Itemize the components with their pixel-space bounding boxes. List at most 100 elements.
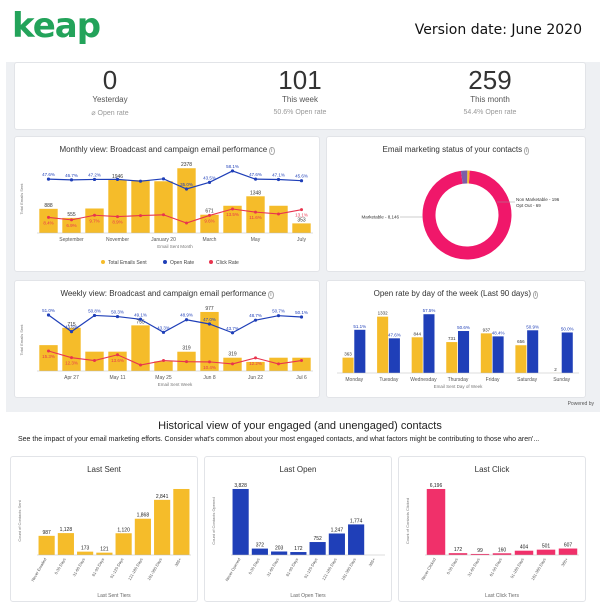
bar-value-label: 50.6% xyxy=(457,325,470,330)
bar-value-label: 6,196 xyxy=(430,483,443,489)
click-rate-label: 8.9% xyxy=(112,220,122,225)
open-rate-point xyxy=(230,331,235,335)
legend-marker xyxy=(101,260,105,264)
bar-value-label: 50.9% xyxy=(526,324,539,329)
open-rate-point xyxy=(92,313,97,318)
x-tick-label: May 11 xyxy=(109,375,125,381)
last-open-card: Last Open Count of Contacts Opened 3,828 N… xyxy=(204,456,392,602)
bar-value-label: 1,120 xyxy=(117,527,130,533)
click-rate-label: 9.7% xyxy=(89,218,99,223)
weekly-view-title: Weekly view: Broadcast and campaign emai… xyxy=(15,289,319,299)
bar-value-label: 1332 xyxy=(378,311,389,316)
bar-emails-sent xyxy=(108,180,127,233)
bar-value-label: 937 xyxy=(483,327,491,332)
x-tick-label: November xyxy=(106,237,129,243)
open-rate-label: 43.3% xyxy=(157,325,170,330)
open-rate-point xyxy=(299,315,304,319)
open-rate-point xyxy=(161,177,166,181)
bar-value-label: 1,128 xyxy=(60,527,73,533)
bar-value-label: 656 xyxy=(517,339,525,344)
last-open-title: Last Open xyxy=(279,465,317,474)
y-axis-label: Count of Contacts Clicked xyxy=(405,498,410,544)
bar-emails-sent xyxy=(246,196,265,233)
last-click-chart: Count of Contacts Clicked 6,196 Never Clic… xyxy=(405,483,579,599)
bar xyxy=(134,518,151,555)
kpi-label: Yesterday xyxy=(92,95,128,104)
click-rate-point xyxy=(254,356,257,360)
info-icon[interactable]: i xyxy=(533,291,539,299)
x-tick-label: 0-30 Days xyxy=(53,557,66,575)
open-rate-label: 58.1% xyxy=(226,164,239,169)
bar-value-label: 51.1% xyxy=(353,324,366,329)
open-rate-day-chart: 363 51.1% Monday 1332 47.6% Tuesday 844 57.5% We… xyxy=(337,308,579,389)
y-axis-label: Total Emails Sent xyxy=(19,324,24,356)
legend-label: Click Rate xyxy=(216,260,239,266)
x-tick-label: Wednesday xyxy=(410,377,437,383)
marketing-status-card: Email marketing status of your contacts i… xyxy=(326,136,586,272)
x-tick-label: Jun 8 xyxy=(203,375,215,381)
x-tick-label: Never Opened xyxy=(224,557,241,582)
bar-value-label: 731 xyxy=(448,336,456,341)
bar xyxy=(232,488,249,555)
x-tick-label: Sunday xyxy=(553,377,570,383)
open-rate-point xyxy=(69,330,74,334)
bar-value-label: 404 xyxy=(520,545,529,551)
bar-emails-sent xyxy=(446,342,458,373)
bar-emails-sent xyxy=(223,205,242,233)
click-rate-point xyxy=(70,218,73,222)
version-date: Version date: June 2020 xyxy=(414,22,582,38)
monthly-view-card: Monthly view: Broadcast and campaign ema… xyxy=(14,136,320,272)
bar-value-label: 319 xyxy=(228,352,237,358)
bar-value-label: 48.4% xyxy=(492,330,505,335)
bar-emails-sent xyxy=(292,223,311,233)
x-tick-label: 0-30 Days xyxy=(445,557,458,575)
x-tick-label: Jun 22 xyxy=(248,375,263,381)
kpi-this-month: 259 This month 54.4% Open rate xyxy=(395,63,585,129)
open-rate-point xyxy=(46,313,51,317)
x-axis-label: Last Open Tiers xyxy=(290,593,326,599)
bar-value-label: 1,868 xyxy=(137,513,150,519)
open-rate-point xyxy=(276,177,281,182)
open-rate-label: 47.2% xyxy=(88,172,101,177)
x-axis-label: Last Click Tiers xyxy=(485,593,519,599)
open-rate-label: 45.6% xyxy=(295,174,308,179)
bar xyxy=(251,548,268,555)
bar-emails-sent xyxy=(342,357,354,373)
donut-title-text: Email marketing status of your contacts xyxy=(382,145,523,154)
bar-value-label: 977 xyxy=(205,306,214,312)
weekly-chart: Total Emails Sent 715 755 319 977 319 51.0% 43.… xyxy=(19,306,313,387)
info-icon[interactable]: i xyxy=(268,291,274,299)
last-sent-chart: Count of Contacts Sent 987 Never Emailed 1,… xyxy=(17,488,191,599)
click-rate-point xyxy=(231,207,234,211)
donut-label-non-marketable: Non Marketable - 196 xyxy=(516,197,560,202)
bar-open-rate xyxy=(561,332,573,373)
bar-value-label: 2378 xyxy=(181,162,192,168)
kpi-open-rate: ⌀ Open rate xyxy=(91,110,129,117)
kpi-value: 101 xyxy=(278,65,322,95)
open-rate-point xyxy=(92,177,97,182)
click-rate-label: 13.5% xyxy=(226,212,239,217)
click-rate-point xyxy=(300,359,303,363)
bar xyxy=(328,533,345,555)
openrate-title-text: Open rate by day of the week (Last 90 da… xyxy=(373,289,532,298)
legend-marker xyxy=(209,260,213,264)
bar xyxy=(115,533,132,555)
bar-value-label: 121 xyxy=(100,547,109,553)
x-tick-label: Tuesday xyxy=(379,377,398,383)
click-rate-point xyxy=(254,210,257,214)
x-tick-label: 365+ xyxy=(173,556,182,567)
open-rate-day-card: Open rate by day of the week (Last 90 da… xyxy=(326,280,586,398)
x-tick-label: 365+ xyxy=(560,556,569,567)
open-rate-point xyxy=(69,178,74,182)
info-icon[interactable]: i xyxy=(269,147,275,155)
x-tick-label: July xyxy=(297,237,306,243)
x-tick-label: 181-365 Days xyxy=(530,557,547,581)
info-icon[interactable]: i xyxy=(524,147,530,155)
bar-open-rate xyxy=(388,338,400,373)
bar-value-label: 172 xyxy=(294,546,303,552)
donut-slice-marketable xyxy=(422,170,512,260)
click-rate-line xyxy=(48,350,302,366)
open-rate-label: 47.1% xyxy=(272,173,285,178)
open-rate-label: 35.0% xyxy=(180,182,193,187)
